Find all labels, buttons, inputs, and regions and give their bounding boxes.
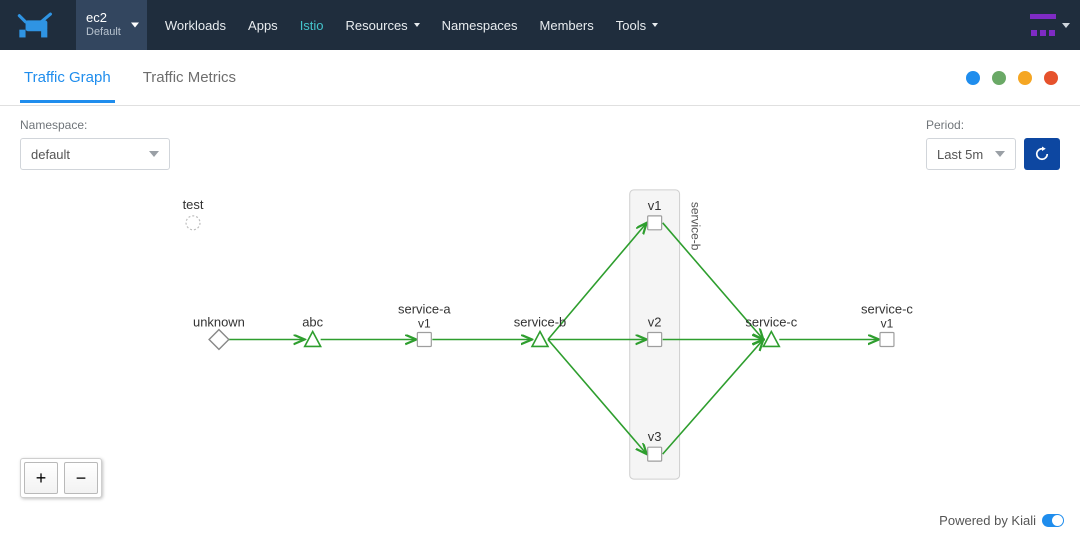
filters-row: Namespace: default Period: Last 5m [0,106,1080,170]
graph-node-svc-a-v1[interactable] [417,333,431,347]
graph-node-abc[interactable] [305,332,321,347]
graph-node-label: abc [302,315,323,330]
graph-node-svc-b[interactable] [532,332,548,347]
footer-text: Powered by Kiali [939,513,1036,528]
tab-external-icons [964,69,1060,87]
nav-item-tools[interactable]: Tools [616,18,658,33]
chevron-down-icon [131,23,139,28]
graph-node-label: service-c [861,302,913,317]
toggle-icon[interactable] [964,69,982,87]
app-launcher-icon[interactable] [1030,14,1056,36]
chevron-down-icon [414,23,420,27]
traffic-graph-canvas[interactable]: service-btestunknownabcservice-av1servic… [0,165,1080,504]
tab-traffic-metrics[interactable]: Traffic Metrics [139,53,240,103]
period-label: Period: [926,118,1016,132]
chevron-down-icon [652,23,658,27]
graph-node-label: service-a [398,302,451,317]
nav-items: Workloads Apps Istio Resources Namespaces Mem… [165,18,658,33]
graph-node-b-v3[interactable] [648,447,662,461]
nav-item-workloads[interactable]: Workloads [165,18,226,33]
graph-node-sublabel: v1 [881,317,894,331]
namespace-value: default [31,147,70,162]
nav-item-namespaces[interactable]: Namespaces [442,18,518,33]
nav-item-label: Resources [346,18,408,33]
nav-item-members[interactable]: Members [540,18,594,33]
navbar-right [1030,14,1070,36]
graph-node-b-v2[interactable] [648,333,662,347]
page-tabs: Traffic Graph Traffic Metrics [0,50,1080,106]
test-node-label: test [183,197,204,212]
zoom-in-button[interactable]: + [24,462,58,494]
zoom-out-button[interactable]: − [64,462,98,494]
cluster-env: Default [86,26,121,39]
brand-logo[interactable] [0,0,76,50]
cluster-name: ec2 [86,11,121,26]
nav-item-label: Members [540,18,594,33]
test-node[interactable] [186,216,200,230]
kiali-toggle[interactable] [1042,514,1064,527]
period-value: Last 5m [937,147,983,162]
service-group-title: service-b [689,202,703,251]
graph-node-label: v3 [648,429,662,444]
graph-node-sublabel: v1 [418,317,431,331]
tab-traffic-graph[interactable]: Traffic Graph [20,53,115,103]
graph-node-label: v1 [648,198,662,213]
nav-item-apps[interactable]: Apps [248,18,278,33]
jaeger-icon[interactable] [1016,69,1034,87]
nav-item-istio[interactable]: Istio [300,18,324,33]
chevron-down-icon [1062,23,1070,28]
nav-item-label: Apps [248,18,278,33]
chevron-down-icon [149,151,159,157]
graph-node-label: service-c [745,315,797,330]
nav-item-label: Tools [616,18,646,33]
refresh-icon [1033,145,1051,163]
nav-item-label: Namespaces [442,18,518,33]
graph-node-label: v2 [648,315,662,330]
namespace-filter: Namespace: default [20,118,170,170]
nav-item-label: Workloads [165,18,226,33]
nav-item-resources[interactable]: Resources [346,18,420,33]
graph-node-label: service-b [514,315,567,330]
prometheus-icon[interactable] [1042,69,1060,87]
nav-item-label: Istio [300,18,324,33]
graph-node-b-v1[interactable] [648,216,662,230]
cluster-selector[interactable]: ec2 Default [76,0,147,50]
graph-node-label: unknown [193,315,245,330]
namespace-label: Namespace: [20,118,170,132]
footer: Powered by Kiali [939,513,1064,528]
top-navbar: ec2 Default Workloads Apps Istio Resources N… [0,0,1080,50]
graph-node-svc-c[interactable] [763,332,779,347]
period-filter: Period: Last 5m [926,118,1016,170]
graph-node-unknown[interactable] [209,330,229,350]
zoom-control: + − [20,458,102,498]
grafana-icon[interactable] [990,69,1008,87]
graph-node-svc-c-v1[interactable] [880,333,894,347]
chevron-down-icon [995,151,1005,157]
